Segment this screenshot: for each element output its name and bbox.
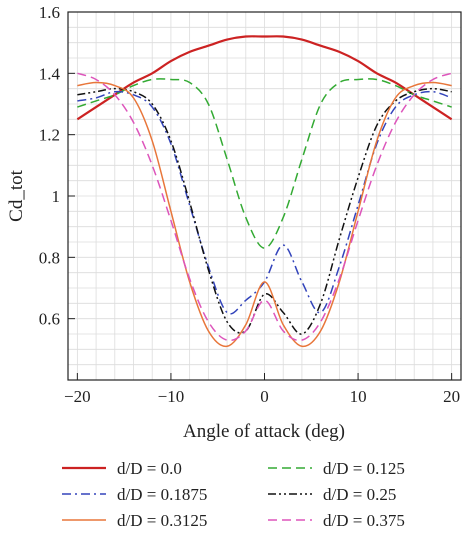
series-line-5	[77, 81, 452, 348]
legend-label-2: d/D = 0.125	[323, 459, 405, 478]
axis-ticks: −20 −10 0 10 20 0.6 0.8 1 1.2 1.4 1.6	[39, 3, 460, 406]
x-tick-label: −20	[64, 387, 91, 406]
y-tick-label: 1	[52, 187, 61, 206]
series-lines	[76, 35, 453, 348]
legend-label-4: d/D = 0.25	[323, 485, 396, 504]
x-tick-label: −10	[158, 387, 185, 406]
y-tick-label: 1.4	[39, 64, 61, 83]
x-axis-title: Angle of attack (deg)	[183, 421, 345, 442]
y-tick-label: 1.2	[39, 126, 60, 145]
x-tick-label: 0	[260, 387, 269, 406]
x-tick-label: 20	[443, 387, 460, 406]
legend-label-5: d/D = 0.3125	[117, 511, 207, 530]
y-tick-label: 0.6	[39, 310, 60, 329]
y-tick-label: 1.6	[39, 3, 60, 22]
x-tick-label: 10	[350, 387, 367, 406]
legend-label-6: d/D = 0.375	[323, 511, 405, 530]
y-axis-title: Cd_tot	[6, 169, 27, 221]
y-tick-label: 0.8	[39, 248, 60, 267]
series-line-2	[77, 78, 452, 249]
legend: d/D = 0.0 d/D = 0.125 d/D = 0.1875 d/D = 0.…	[62, 459, 405, 530]
series-line-6	[77, 72, 452, 342]
legend-label-1: d/D = 0.0	[117, 459, 182, 478]
series-line-4	[77, 87, 452, 335]
series-line-3	[77, 90, 452, 315]
legend-label-3: d/D = 0.1875	[117, 485, 207, 504]
series-line-1	[76, 35, 453, 121]
